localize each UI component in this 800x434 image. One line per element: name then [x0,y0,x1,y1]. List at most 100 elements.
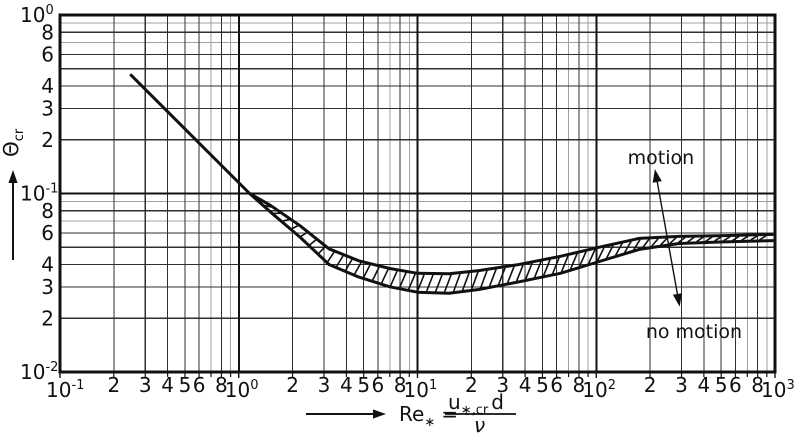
x-tick-label: 2 [644,373,657,397]
band-lower-line [248,192,774,295]
x-tick-label: 4 [519,373,532,397]
hatch-line [596,247,605,262]
hatch-line [732,235,740,242]
x-tick-label: 6 [729,373,742,397]
hatch-line [497,267,506,285]
x-tick-label: 8 [751,373,764,397]
hatch-line [461,272,470,291]
x-tick-label-decade: 101 [404,378,438,402]
hatch-line [641,238,650,249]
hatch-line [362,264,371,278]
hatch-line [318,246,326,255]
x-tick-label: 5 [715,373,728,397]
shields-curve-group [129,73,774,295]
x-tick-label: 3 [139,373,152,397]
hatch-line [587,249,596,264]
hatch-line [569,253,578,270]
y-axis-title: Θcr [0,128,27,157]
arrows [8,169,682,419]
y-axis-arrow-icon-head [8,170,18,183]
hatch-line [353,262,362,275]
x-tick-label: 8 [394,373,407,397]
hatch-line [389,270,398,287]
y-tick-label: 8 [41,20,54,44]
y-tick-label: 8 [41,199,54,223]
hatch-line [344,258,353,271]
hatch-line [623,241,632,254]
x-tick-label: 8 [215,373,228,397]
y-tick-label: 4 [41,74,54,98]
y-tick-label: 6 [41,221,54,245]
threshold-line [129,73,252,195]
hatch-line [300,231,308,238]
hatch-line [533,261,542,278]
hatch-line [542,259,551,276]
hatch-line [650,238,659,247]
y-tick-label: 2 [41,128,54,152]
hatch-line [578,251,587,267]
hatch-line [443,274,452,293]
hatch-line [687,236,695,243]
hatch-line [759,235,767,241]
motion-no-motion-arrow-head [672,293,682,307]
hatch-line [506,266,515,284]
x-tick-label: 4 [698,373,711,397]
y-tick-label: 3 [41,275,54,299]
y-tick-label-decade: 10-2 [20,360,58,384]
hatch-line [371,266,380,281]
x-tick-label: 3 [318,373,331,397]
y-tick-label: 6 [41,43,54,67]
hatch-line [416,274,425,292]
hatch-line [326,251,335,263]
x-tick-label: 8 [573,373,586,397]
hatch-line [515,264,524,282]
hatch-line [335,255,344,267]
x-tick-label: 5 [179,373,192,397]
x-tick-label: 2 [286,373,299,397]
hatch-line [282,218,290,222]
hatch-line [669,237,677,245]
hatch-line [741,235,749,241]
hatch-line [425,274,434,292]
x-tick-label: 3 [675,373,688,397]
x-axis-arrow-icon-head [373,409,386,419]
hatch-line [470,271,479,290]
x-tick-label: 6 [371,373,384,397]
x-tick-label-decade: 102 [582,378,616,402]
x-tick-label: 2 [107,373,120,397]
motion-no-motion-arrow-shaft [656,178,679,298]
y-tick-label: 3 [41,96,54,120]
numerator-tail: d [491,390,504,414]
hatch-line [678,236,686,243]
hatch-line [309,239,317,246]
hatch-line [488,268,497,287]
hatch-line [479,270,488,289]
x-title-symbol-sub: ∗ [424,415,435,430]
hatch-line [291,224,299,230]
band-upper-line [248,192,774,276]
x-tick-label: 4 [340,373,353,397]
band-hatching [255,196,767,293]
numerator-base: u [448,390,461,414]
y-tick-label-decade: 10-1 [20,182,58,206]
hatch-line [723,235,731,242]
motion-label: motion [628,147,695,169]
hatch-line [452,273,461,292]
hatch-line [696,236,704,243]
hatch-line [380,268,389,284]
hatch-line [398,272,407,288]
motion-no-motion-arrow-head [652,169,662,183]
y-title-symbol: Θ [0,141,23,157]
x-tick-label: 5 [536,373,549,397]
hatch-line [714,236,722,242]
y-tick-label-decade: 100 [20,3,54,27]
x-tick-label: 6 [193,373,206,397]
x-tick-label: 4 [161,373,174,397]
hatch-line [660,237,668,246]
hatch-line [705,236,713,242]
plot-border [58,13,777,374]
hatch-line [605,245,614,259]
